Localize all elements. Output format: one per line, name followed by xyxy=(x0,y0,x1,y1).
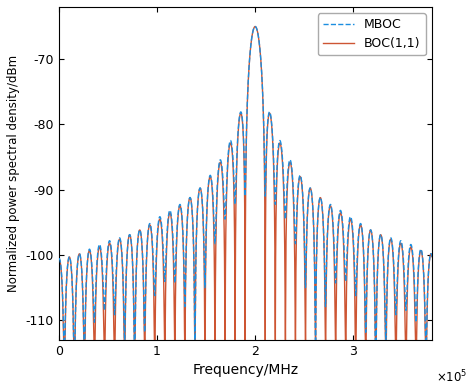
MBOC xyxy=(100,270,106,275)
MBOC xyxy=(224,187,229,191)
Legend: MBOC, BOC(1,1): MBOC, BOC(1,1) xyxy=(318,13,426,56)
MBOC xyxy=(61,338,66,342)
BOC(1,1) xyxy=(252,24,258,29)
Line: BOC(1,1): BOC(1,1) xyxy=(59,26,432,340)
BOC(1,1) xyxy=(78,257,83,262)
MBOC xyxy=(429,254,435,259)
BOC(1,1) xyxy=(224,200,229,205)
MBOC xyxy=(78,257,83,262)
Y-axis label: Normalized power spectral density/dBm: Normalized power spectral density/dBm xyxy=(7,55,20,292)
BOC(1,1) xyxy=(56,258,62,263)
MBOC xyxy=(332,259,337,264)
MBOC xyxy=(419,247,424,252)
X-axis label: Frequency/MHz: Frequency/MHz xyxy=(192,363,299,377)
MBOC xyxy=(252,24,258,29)
Text: $\times10^{5}$: $\times10^{5}$ xyxy=(436,368,467,385)
BOC(1,1) xyxy=(429,254,435,259)
Line: MBOC: MBOC xyxy=(59,26,432,340)
BOC(1,1) xyxy=(136,234,141,239)
MBOC xyxy=(56,257,62,262)
BOC(1,1) xyxy=(100,279,106,284)
BOC(1,1) xyxy=(419,249,424,253)
MBOC xyxy=(136,234,141,239)
BOC(1,1) xyxy=(332,277,337,282)
BOC(1,1) xyxy=(61,338,66,342)
